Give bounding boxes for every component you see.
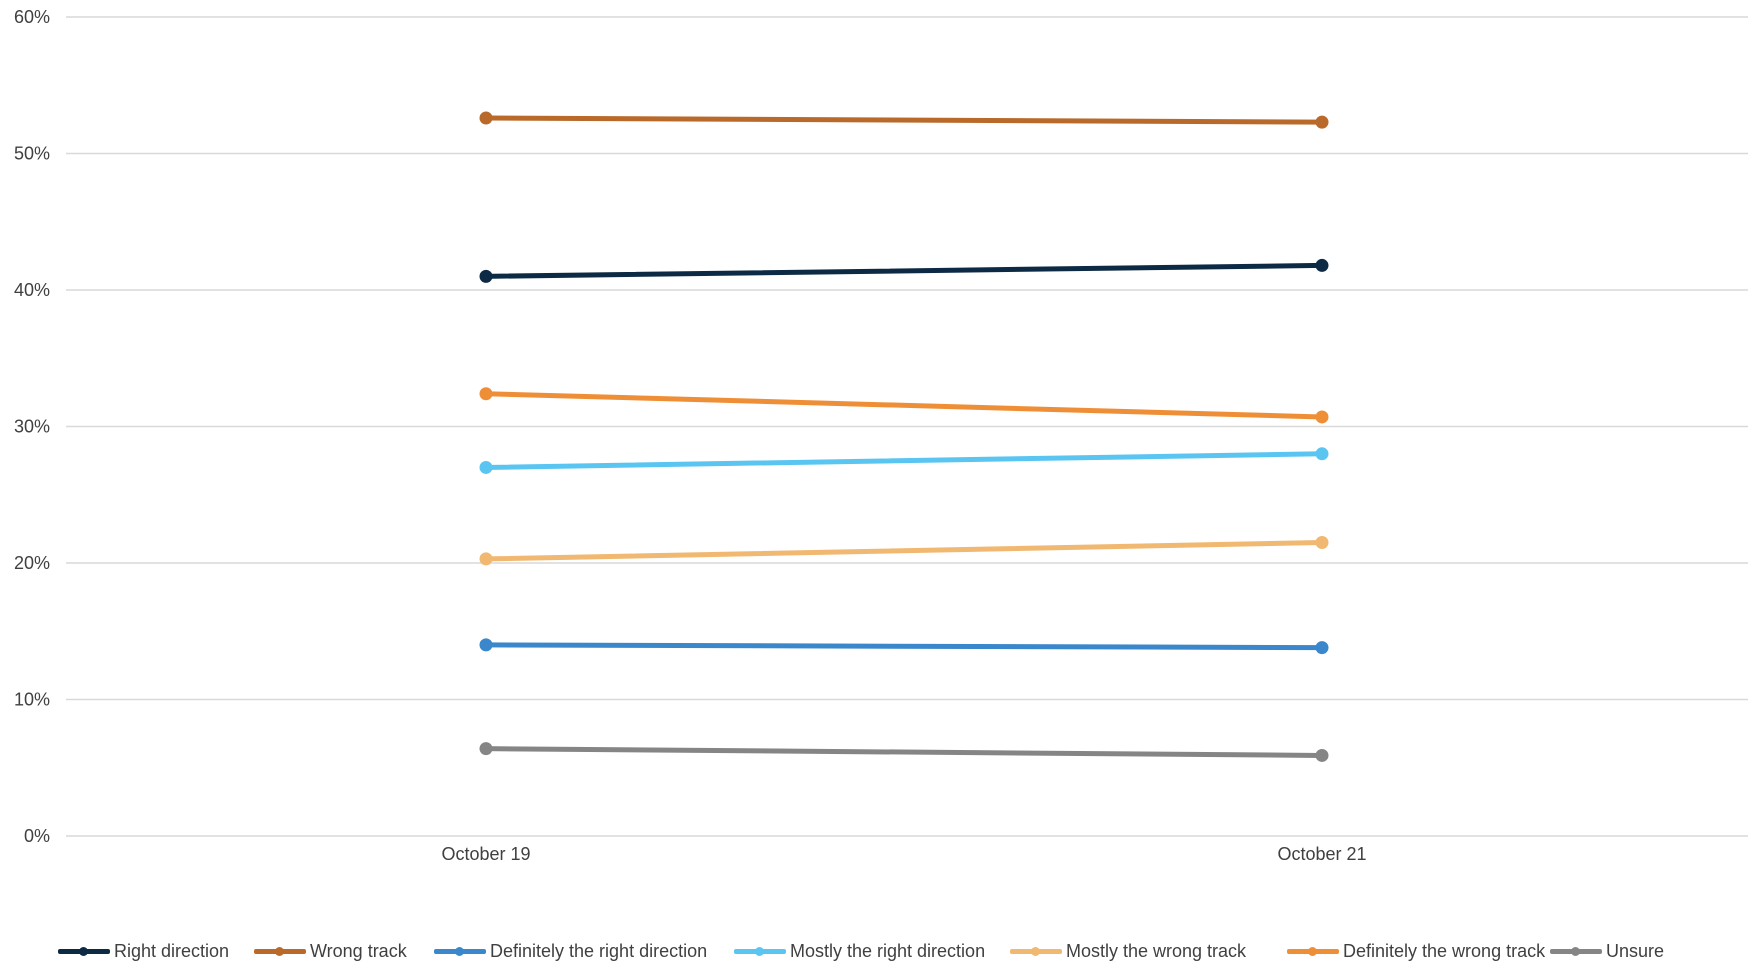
data-point [1315, 536, 1329, 550]
legend-label: Right direction [114, 940, 230, 961]
data-point [1315, 115, 1329, 129]
legend: Right direction Wrong track Definitely the… [0, 937, 1760, 965]
series-lines [479, 111, 1329, 762]
series-line [483, 451, 1325, 470]
legend-label: Mostly the right direction [790, 940, 986, 961]
legend-swatch [1285, 937, 1341, 965]
legend-item: Unsure [1548, 937, 1664, 965]
series-wrong-track [479, 111, 1329, 129]
legend-swatch [1008, 937, 1064, 965]
legend-item: Wrong track [252, 937, 407, 965]
legend-swatch [732, 937, 788, 965]
legend-label: Definitely the wrong track [1343, 940, 1546, 961]
series-definitely-the-right-direction [479, 638, 1329, 655]
x-tick-label: October 19 [441, 844, 530, 864]
legend-label: Definitely the right direction [490, 940, 708, 961]
legend-item: Definitely the wrong track [1285, 937, 1545, 965]
x-axis-tick-labels: October 19 October 21 [441, 844, 1366, 864]
series-definitely-the-wrong-track [479, 387, 1329, 424]
x-tick-label: October 21 [1277, 844, 1366, 864]
legend-item: Mostly the right direction [732, 937, 985, 965]
y-tick-label: 30% [14, 417, 50, 437]
data-point [479, 638, 493, 652]
series-line [483, 262, 1325, 279]
legend-label: Unsure [1606, 940, 1665, 961]
series-line [483, 540, 1325, 562]
y-axis-tick-labels: 0% 10% 20% 30% 40% 50% 60% [14, 7, 50, 846]
data-point [479, 269, 493, 283]
legend-label: Wrong track [310, 940, 407, 961]
legend-swatch [56, 937, 112, 965]
y-tick-label: 60% [14, 7, 50, 27]
legend-swatch [1548, 937, 1604, 965]
legend-item: Right direction [56, 937, 229, 965]
data-point [479, 460, 493, 474]
gridlines [66, 16, 1748, 837]
legend-label: Mostly the wrong track [1066, 940, 1247, 961]
legend-swatch [252, 937, 308, 965]
legend-swatch [432, 937, 488, 965]
y-tick-label: 0% [24, 826, 50, 846]
data-point [1315, 258, 1329, 272]
y-tick-label: 20% [14, 553, 50, 573]
series-mostly-the-wrong-track [479, 536, 1329, 566]
series-line [483, 642, 1325, 651]
series-line [483, 391, 1325, 420]
series-mostly-the-right-direction [479, 447, 1329, 474]
data-point [479, 552, 493, 566]
data-point [1315, 447, 1329, 461]
data-point [479, 387, 493, 401]
data-point [479, 111, 493, 125]
y-tick-label: 40% [14, 280, 50, 300]
data-point [1315, 410, 1329, 424]
series-unsure [479, 742, 1329, 762]
series-line [483, 115, 1325, 125]
series-right-direction [479, 258, 1329, 283]
series-line [483, 746, 1325, 758]
legend-item: Definitely the right direction [432, 937, 707, 965]
data-point [479, 742, 493, 756]
data-point [1315, 641, 1329, 655]
y-tick-label: 50% [14, 144, 50, 164]
y-tick-label: 10% [14, 690, 50, 710]
data-point [1315, 748, 1329, 762]
legend-item: Mostly the wrong track [1008, 937, 1246, 965]
